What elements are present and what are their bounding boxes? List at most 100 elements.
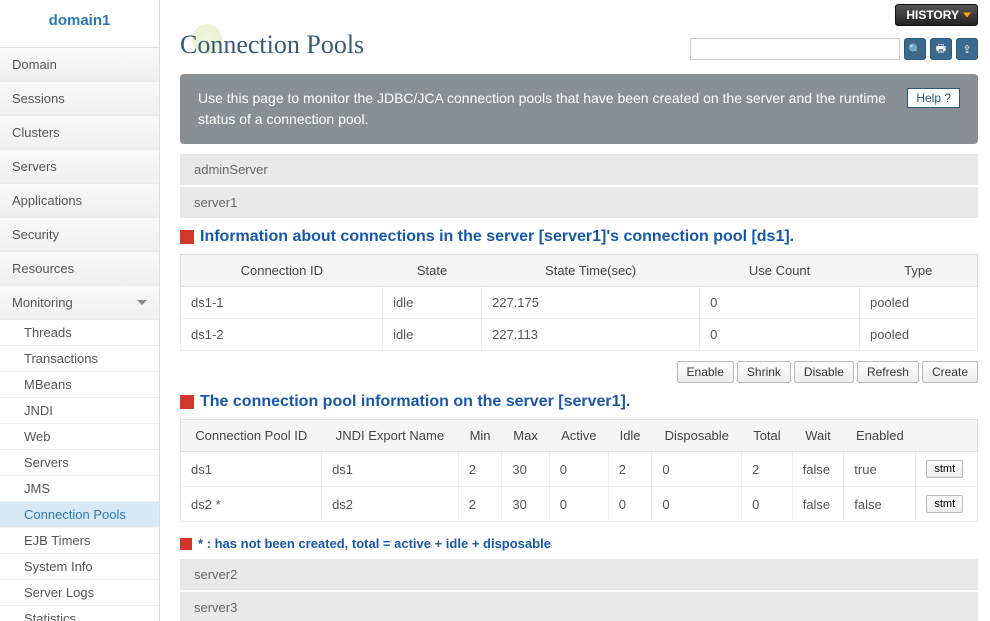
subnav-statistics[interactable]: Statistics [0, 606, 159, 621]
th-max: Max [502, 420, 549, 452]
cell-enabled: true [844, 452, 916, 487]
cell-type: pooled [860, 287, 978, 319]
connections-table: Connection ID State State Time(sec) Use … [180, 254, 978, 351]
nav-monitoring-label: Monitoring [12, 295, 73, 310]
cell-max: 30 [502, 452, 549, 487]
print-icon[interactable]: 🖶 [930, 38, 952, 60]
disable-button[interactable]: Disable [794, 361, 854, 383]
nav-applications[interactable]: Applications [0, 184, 159, 218]
th-wait: Wait [792, 420, 844, 452]
table-row[interactable]: ds2 * ds2 2 30 0 0 0 0 false false stmt [181, 487, 978, 522]
subnav-jms[interactable]: JMS [0, 476, 159, 502]
action-buttons: Enable Shrink Disable Refresh Create [180, 361, 978, 383]
subnav-ejb-timers[interactable]: EJB Timers [0, 528, 159, 554]
cell-active: 0 [549, 487, 608, 522]
cell-time: 227.113 [482, 319, 700, 351]
table-row[interactable]: ds1 ds1 2 30 0 2 0 2 false true stmt [181, 452, 978, 487]
th-min: Min [458, 420, 502, 452]
cell-pool-id: ds1 [181, 452, 322, 487]
th-disposable: Disposable [652, 420, 742, 452]
cell-wait: false [792, 452, 844, 487]
server-server2[interactable]: server2 [180, 559, 978, 590]
table-row[interactable]: ds1-2 idle 227.113 0 pooled [181, 319, 978, 351]
section2-title: The connection pool information on the s… [180, 393, 978, 411]
search-input[interactable] [690, 38, 900, 60]
section1-title-text: Information about connections in the ser… [200, 228, 794, 246]
cell-total: 0 [742, 487, 793, 522]
nav-monitoring[interactable]: Monitoring [0, 286, 159, 320]
th-idle: Idle [608, 420, 652, 452]
subnav-server-logs[interactable]: Server Logs [0, 580, 159, 606]
footnote-text: * : has not been created, total = active… [198, 536, 551, 551]
shrink-button[interactable]: Shrink [737, 361, 791, 383]
cell-min: 2 [458, 452, 502, 487]
cell-disp: 0 [652, 487, 742, 522]
subnav-jndi[interactable]: JNDI [0, 398, 159, 424]
cell-active: 0 [549, 452, 608, 487]
th-total: Total [742, 420, 793, 452]
enable-button[interactable]: Enable [677, 361, 734, 383]
nav-domain[interactable]: Domain [0, 48, 159, 82]
th-state: State [383, 255, 482, 287]
subnav-system-info[interactable]: System Info [0, 554, 159, 580]
help-button[interactable]: Help ? [907, 88, 960, 108]
th-use-count: Use Count [700, 255, 860, 287]
th-conn-id: Connection ID [181, 255, 383, 287]
th-enabled: Enabled [844, 420, 916, 452]
server-server1[interactable]: server1 [180, 187, 978, 218]
page-title: Connection Pools [180, 30, 364, 60]
subnav-transactions[interactable]: Transactions [0, 346, 159, 372]
topbar: HISTORY [180, 4, 978, 26]
search-icon[interactable]: 🔍 [904, 38, 926, 60]
cell-count: 0 [700, 287, 860, 319]
th-active: Active [549, 420, 608, 452]
export-icon[interactable]: ⇪ [956, 38, 978, 60]
domain-title: domain1 [0, 0, 159, 48]
nav-sessions[interactable]: Sessions [0, 82, 159, 116]
nav-clusters[interactable]: Clusters [0, 116, 159, 150]
cell-state: idle [383, 287, 482, 319]
cell-state: idle [383, 319, 482, 351]
cell-max: 30 [502, 487, 549, 522]
nav-security[interactable]: Security [0, 218, 159, 252]
cell-pool-id: ds2 * [181, 487, 322, 522]
banner-text: Use this page to monitor the JDBC/JCA co… [198, 88, 907, 130]
server-server3[interactable]: server3 [180, 592, 978, 621]
subnav-web[interactable]: Web [0, 424, 159, 450]
cell-jndi: ds1 [322, 452, 459, 487]
subnav-monitoring: Threads Transactions MBeans JNDI Web Ser… [0, 320, 159, 621]
cell-wait: false [792, 487, 844, 522]
subnav-connection-pools[interactable]: Connection Pools [0, 502, 159, 528]
th-pool-id: Connection Pool ID [181, 420, 322, 452]
cell-id: ds1-1 [181, 287, 383, 319]
footnote: * : has not been created, total = active… [180, 536, 978, 551]
cell-enabled: false [844, 487, 916, 522]
info-banner: Use this page to monitor the JDBC/JCA co… [180, 74, 978, 144]
stmt-button[interactable]: stmt [926, 495, 963, 513]
section2-title-text: The connection pool information on the s… [200, 393, 630, 411]
cell-count: 0 [700, 319, 860, 351]
th-jndi: JNDI Export Name [322, 420, 459, 452]
history-button[interactable]: HISTORY [895, 4, 978, 26]
cell-idle: 0 [608, 487, 652, 522]
refresh-button[interactable]: Refresh [857, 361, 919, 383]
cell-id: ds1-2 [181, 319, 383, 351]
nav-servers[interactable]: Servers [0, 150, 159, 184]
stmt-button[interactable]: stmt [926, 460, 963, 478]
pools-table: Connection Pool ID JNDI Export Name Min … [180, 419, 978, 522]
subnav-mbeans[interactable]: MBeans [0, 372, 159, 398]
create-button[interactable]: Create [922, 361, 978, 383]
nav-resources[interactable]: Resources [0, 252, 159, 286]
cell-min: 2 [458, 487, 502, 522]
cell-type: pooled [860, 319, 978, 351]
main-content: HISTORY Connection Pools 🔍 🖶 ⇪ Use this … [160, 0, 990, 621]
subnav-servers[interactable]: Servers [0, 450, 159, 476]
server-adminserver[interactable]: adminServer [180, 154, 978, 185]
th-state-time: State Time(sec) [482, 255, 700, 287]
cell-disp: 0 [652, 452, 742, 487]
section1-title: Information about connections in the ser… [180, 228, 978, 246]
cell-jndi: ds2 [322, 487, 459, 522]
table-row[interactable]: ds1-1 idle 227.175 0 pooled [181, 287, 978, 319]
cell-time: 227.175 [482, 287, 700, 319]
subnav-threads[interactable]: Threads [0, 320, 159, 346]
